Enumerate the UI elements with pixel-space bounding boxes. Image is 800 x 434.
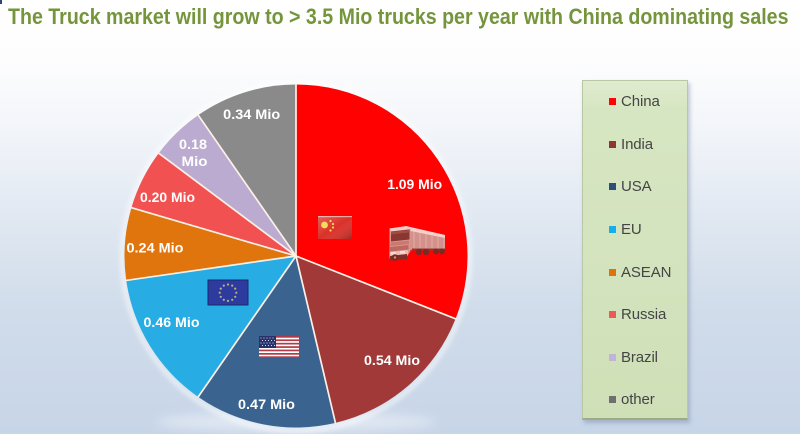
svg-text:1.09 Mio: 1.09 Mio	[387, 176, 442, 192]
svg-text:Mio: Mio	[182, 153, 208, 169]
svg-text:0.18: 0.18	[179, 136, 207, 152]
svg-text:0.46 Mio: 0.46 Mio	[144, 314, 200, 330]
svg-text:0.54 Mio: 0.54 Mio	[364, 352, 420, 368]
svg-text:0.47 Mio: 0.47 Mio	[238, 396, 295, 412]
svg-text:0.20 Mio: 0.20 Mio	[140, 189, 195, 205]
svg-text:0.24 Mio: 0.24 Mio	[127, 240, 184, 256]
svg-text:0.34 Mio: 0.34 Mio	[223, 106, 280, 122]
